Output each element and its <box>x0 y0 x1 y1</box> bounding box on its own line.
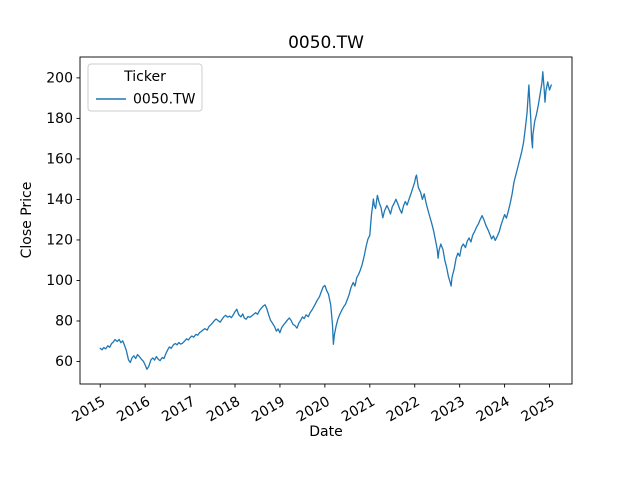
x-tick-label: 2018 <box>204 394 243 426</box>
x-tick-label: 2024 <box>474 394 513 426</box>
x-tick-label: 2025 <box>519 394 558 426</box>
chart-title: 0050.TW <box>288 33 364 53</box>
price-line <box>99 71 552 370</box>
legend-title: Ticker <box>123 69 166 85</box>
x-axis-ticks: 2015 2016 2017 2018 2019 2020 2021 2022 2023 2024… <box>69 384 558 426</box>
y-axis-ticks: 60 80 100 120 140 160 180 200 <box>46 70 80 370</box>
x-tick-label: 2020 <box>294 394 333 426</box>
legend: Ticker 0050.TW <box>87 63 203 112</box>
x-tick-label: 2015 <box>69 394 108 426</box>
x-tick-label: 2017 <box>159 394 198 426</box>
x-tick-label: 2019 <box>249 394 288 426</box>
x-axis-label: Date <box>309 424 343 440</box>
axes-frame <box>79 56 573 385</box>
x-tick-label: 2016 <box>114 394 153 426</box>
y-tick-label: 160 <box>46 151 73 167</box>
y-tick-label: 100 <box>46 273 73 289</box>
y-tick-label: 140 <box>46 192 73 208</box>
legend-entry-label: 0050.TW <box>133 92 196 108</box>
y-tick-label: 120 <box>46 232 73 248</box>
y-axis-label: Close Price <box>19 181 35 259</box>
y-tick-label: 60 <box>55 354 73 370</box>
y-tick-label: 80 <box>55 313 73 329</box>
x-tick-label: 2021 <box>339 394 378 426</box>
y-tick-label: 180 <box>46 111 73 127</box>
x-tick-label: 2022 <box>384 394 423 426</box>
y-tick-label: 200 <box>46 70 73 86</box>
x-tick-label: 2023 <box>429 394 468 426</box>
